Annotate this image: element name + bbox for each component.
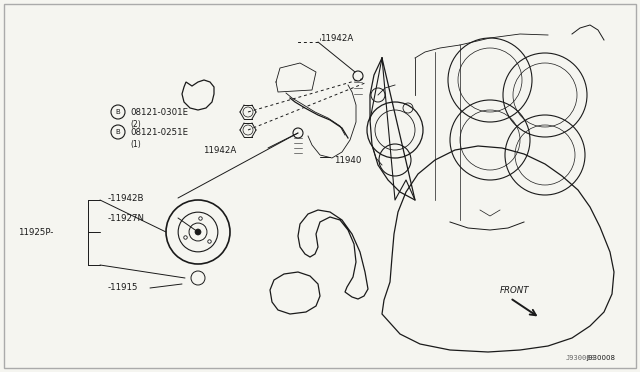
Text: J930008: J930008: [565, 355, 595, 361]
Text: B: B: [116, 129, 120, 135]
Text: 11925P-: 11925P-: [18, 228, 53, 237]
Text: -11915: -11915: [108, 283, 138, 292]
Text: 11940: 11940: [334, 155, 362, 164]
Circle shape: [195, 229, 201, 235]
Text: B: B: [116, 109, 120, 115]
FancyBboxPatch shape: [4, 4, 636, 368]
Text: (2): (2): [130, 119, 141, 128]
Text: -11942B: -11942B: [108, 193, 145, 202]
Text: 08121-0251E: 08121-0251E: [130, 128, 188, 137]
Text: 11942A: 11942A: [320, 33, 353, 42]
Text: FRONT: FRONT: [500, 286, 529, 295]
Text: J930008: J930008: [586, 355, 615, 361]
Text: 11942A: 11942A: [203, 145, 236, 154]
Text: (1): (1): [130, 140, 141, 148]
Text: -11927N: -11927N: [108, 214, 145, 222]
Text: 08121-0301E: 08121-0301E: [130, 108, 188, 116]
